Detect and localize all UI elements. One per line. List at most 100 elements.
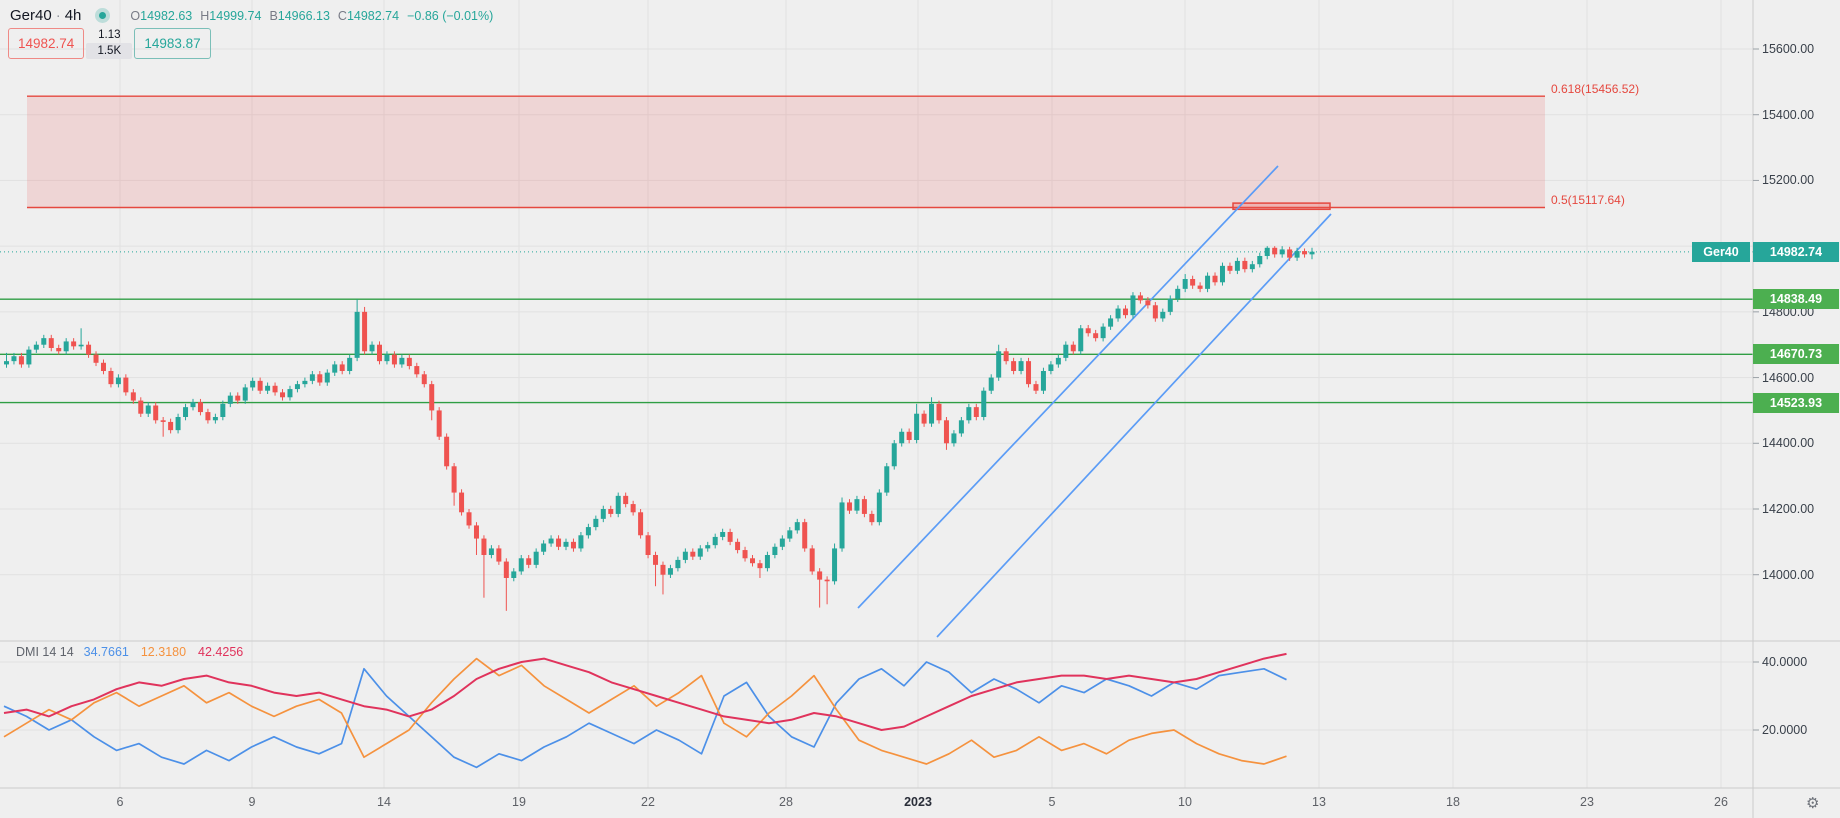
price-axis-label[interactable]: 14400.00 <box>1762 436 1815 451</box>
candle-body <box>235 395 241 401</box>
adx-value: 42.4256 <box>198 645 244 659</box>
candle-body <box>966 407 972 421</box>
candle-body <box>280 392 286 398</box>
candle-body <box>1026 361 1032 385</box>
candle-body <box>481 538 487 555</box>
time-axis-label[interactable]: 19 <box>512 795 526 809</box>
candle-body <box>339 364 345 371</box>
candle-body <box>1040 370 1046 391</box>
candle-body <box>884 466 890 493</box>
sell-button[interactable]: 14982.74 <box>8 28 85 59</box>
candle-body <box>242 387 248 401</box>
candle-body <box>996 351 1002 378</box>
candle-body <box>429 384 435 411</box>
candle-body <box>406 357 412 367</box>
candle-body <box>1205 275 1211 289</box>
candle-body <box>541 543 547 552</box>
candle-body <box>1279 249 1285 255</box>
resistance-box[interactable] <box>1232 202 1331 211</box>
time-axis-label[interactable]: 2023 <box>904 795 932 809</box>
candle-body <box>861 499 867 514</box>
fib-0618-label: 0.618(15456.52) <box>1551 82 1640 97</box>
candle-body <box>757 563 763 569</box>
time-axis-label[interactable]: 13 <box>1312 795 1326 809</box>
candle-body <box>1309 251 1315 255</box>
price-axis-label[interactable]: 14000.00 <box>1762 567 1815 582</box>
candle-body <box>1264 247 1270 256</box>
candle-body <box>742 550 748 559</box>
buy-button[interactable]: 14983.87 <box>134 28 211 59</box>
candle-body <box>421 374 427 385</box>
time-axis-label[interactable]: 28 <box>779 795 793 809</box>
close-label: C <box>337 8 347 23</box>
candle-body <box>115 377 121 385</box>
time-axis-label[interactable]: 23 <box>1580 795 1594 809</box>
candle-body <box>891 443 897 467</box>
candle-body <box>533 551 539 565</box>
time-axis-label[interactable]: 22 <box>641 795 655 809</box>
price-axis-label[interactable]: 14600.00 <box>1762 370 1815 385</box>
dmi-axis-label[interactable]: 20.0000 <box>1762 723 1808 737</box>
trend-channel-line[interactable] <box>936 213 1332 638</box>
candle-body <box>1003 351 1009 362</box>
candle-body <box>1018 361 1024 371</box>
timeframe-label[interactable]: 4h <box>64 7 82 24</box>
candle-body <box>846 502 852 511</box>
time-axis-label[interactable]: 18 <box>1446 795 1460 809</box>
candle-body <box>18 356 24 365</box>
candle-body <box>309 374 315 381</box>
candle-body <box>287 389 293 398</box>
candle-body <box>190 402 196 408</box>
candle-body <box>503 561 509 578</box>
price-axis-label[interactable]: 15600.00 <box>1762 42 1815 56</box>
fib-zone[interactable] <box>27 96 1545 208</box>
candle-body <box>362 311 368 352</box>
candle-body <box>526 558 532 565</box>
candle-body <box>675 559 681 569</box>
candle-body <box>682 551 688 560</box>
candle-body <box>1234 260 1240 271</box>
price-axis-label[interactable]: 14200.00 <box>1762 501 1815 516</box>
indicator-legend[interactable]: DMI 14 14 34.7661 12.3180 42.4256 <box>16 645 243 659</box>
candle-body <box>1242 260 1248 270</box>
candle-body <box>817 571 823 580</box>
candle-body <box>1108 318 1114 327</box>
symbol-name: Ger40 <box>10 7 52 24</box>
time-axis-label[interactable]: 10 <box>1178 795 1192 809</box>
price-axis-label[interactable]: 15400.00 <box>1762 107 1815 122</box>
ohlc-readout: O14982.63 H14999.74 B14966.13 C14982.74 … <box>130 9 493 23</box>
candle-body <box>1137 295 1143 301</box>
time-axis-label[interactable]: 26 <box>1714 795 1728 809</box>
candle-body <box>1093 333 1099 339</box>
time-axis-label[interactable]: 6 <box>116 795 124 809</box>
candle-body <box>444 436 450 467</box>
price-axis-label[interactable]: 15200.00 <box>1762 173 1815 188</box>
candle-body <box>160 420 166 422</box>
change-value: −0.86 (−0.01%) <box>407 8 494 23</box>
time-axis-label[interactable]: 9 <box>248 795 256 809</box>
candle-body <box>1152 305 1158 319</box>
candle-body <box>556 538 562 547</box>
open-value: 14982.63 <box>140 8 193 23</box>
candle-body <box>93 354 99 363</box>
open-label: O <box>130 8 141 23</box>
time-axis-label[interactable]: 14 <box>377 795 391 809</box>
candle-body <box>71 341 77 347</box>
candle-body <box>108 370 114 385</box>
candle-body <box>414 366 420 375</box>
time-axis-label[interactable]: 5 <box>1048 795 1056 809</box>
dmi-axis-label[interactable]: 40.0000 <box>1762 655 1808 669</box>
candle-body <box>943 420 949 444</box>
candle-body <box>354 311 360 358</box>
candle-body <box>369 344 375 352</box>
candle-body <box>265 385 271 391</box>
candle-body <box>623 495 629 505</box>
fib-05-label: 0.5(15117.64) <box>1551 193 1625 208</box>
candle-body <box>138 400 144 414</box>
candle-body <box>705 545 711 549</box>
candle-body <box>720 531 726 537</box>
candle-body <box>794 522 800 531</box>
gear-icon[interactable]: ⚙ <box>1806 795 1820 812</box>
trend-channel-line[interactable] <box>857 165 1279 609</box>
